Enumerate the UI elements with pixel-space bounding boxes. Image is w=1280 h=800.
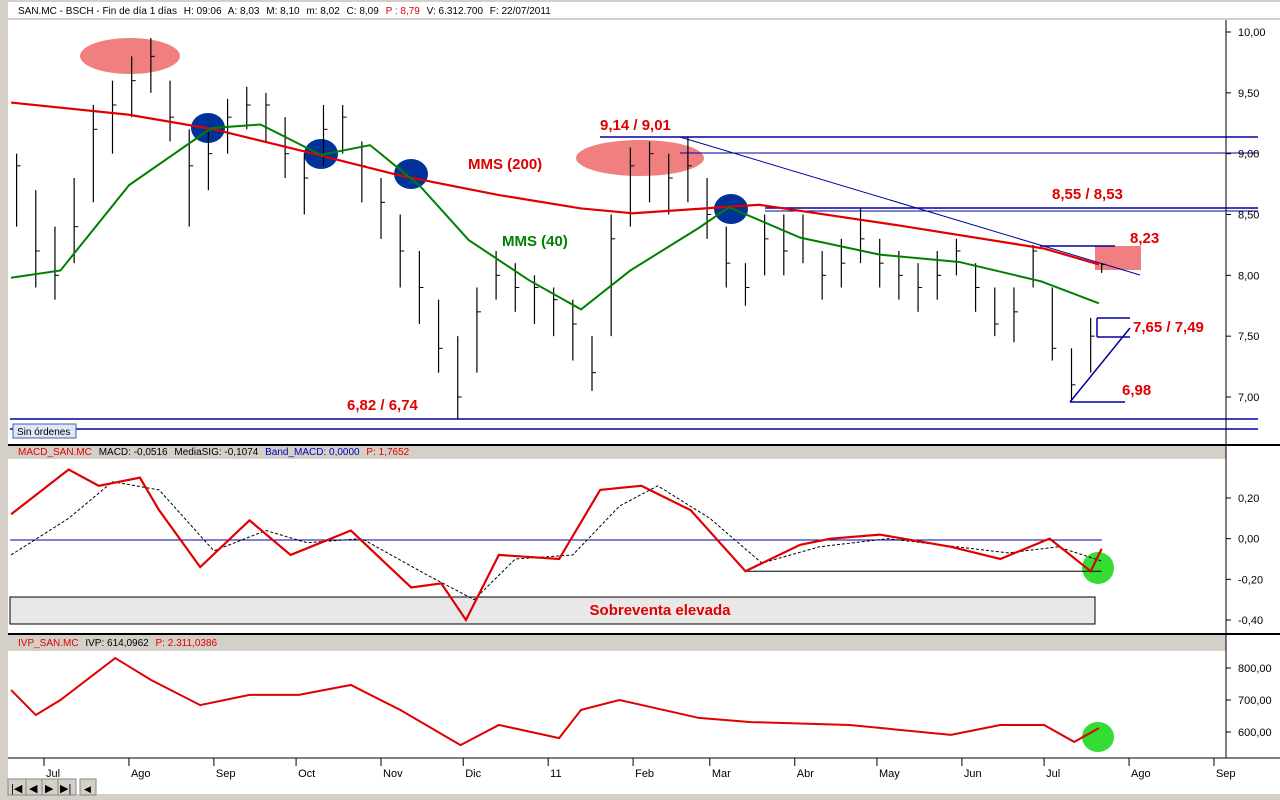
ivp-header: IVP_SAN.MC IVP: 614,0962 P: 2.311,0386 [18,638,218,649]
x-tick-label: Jul [46,768,60,780]
ivp-panel[interactable] [8,651,1226,758]
y-tick-label: 8,50 [1238,210,1259,222]
mms40-line [10,123,1100,311]
orders-badge[interactable] [12,423,77,439]
x-tick-label: Ago [1131,768,1151,780]
nav-buttons[interactable]: |◀ ◀ ▶ ▶| ◀ [7,778,97,796]
y-tick-label: 800,00 [1238,663,1272,675]
prev-icon: ◀ [29,783,38,795]
y-tick-label: -0,20 [1238,574,1263,586]
x-tick-label: Dic [465,768,481,780]
ivp-name: IVP_SAN.MC [18,638,79,649]
x-tick-label: Oct [298,768,315,780]
label-8-55: 8,55 / 8,53 [1052,186,1123,203]
x-tick-label: 11 [550,768,561,780]
top-highlight [80,38,180,74]
label-6-98: 6,98 [1122,382,1151,399]
crossover-marker [394,159,428,189]
ivp-p: P: 2.311,0386 [156,638,218,649]
ivp-line [10,656,1100,747]
open: A: 8,03 [228,6,260,17]
x-tick-label: Sep [1216,768,1236,780]
label-8-23: 8,23 [1130,230,1159,247]
y-tick-label: -0,40 [1238,615,1263,627]
level-lines[interactable] [10,136,1258,430]
oversold-box [9,596,1096,625]
macd-value: MACD: -0,0516 [99,447,168,458]
y-tick-label: 0,20 [1238,493,1259,505]
x-tick-label: Ago [131,768,151,780]
y-tick-label: 0,00 [1238,534,1259,546]
volume: V: 6.312.700 [427,6,484,17]
next-icon: ▶ [45,783,54,795]
annotation-labels: 9,14 / 9,01 MMS (200) 8,55 / 8,53 8,23 7… [347,117,1204,414]
x-tick-label: Abr [797,768,814,780]
y-tick-label: 7,00 [1238,392,1259,404]
low: m: 8,02 [306,6,340,17]
macd-p: P: 1,7652 [366,447,409,458]
p-value: P : 8,79 [386,6,421,17]
macd-name: MACD_SAN.MC [18,447,92,458]
x-tick-label: Jul [1046,768,1060,780]
high: M: 8,10 [266,6,300,17]
macd-line [10,468,1103,623]
x-tick-label: Mar [712,768,731,780]
last-icon: ▶| [60,783,71,795]
ivp-value: IVP: 614,0962 [85,638,149,649]
top-highlight [576,140,704,176]
x-tick-label: May [879,768,900,780]
date: F: 22/07/2011 [490,6,551,17]
oversold-label: Sobreventa elevada [590,602,732,619]
signal-circle [1082,552,1114,584]
y-tick-label: 700,00 [1238,695,1272,707]
scroll-left-button[interactable] [79,778,97,796]
y-tick-label: 9,50 [1238,88,1259,100]
x-tick-label: Nov [383,768,403,780]
close: C: 8,09 [347,6,380,17]
x-tick-label: Feb [635,768,654,780]
header-bar [8,2,1280,18]
orders-label: Sin órdenes [17,427,70,438]
mms200-line [11,101,1100,266]
header-info: SAN.MC - BSCH - Fin de día 1 días H: 09:… [18,6,551,17]
signal-circle [1082,722,1114,752]
label-7-65: 7,65 / 7,49 [1133,319,1204,336]
y-axis-area [1226,20,1280,758]
macd-header: MACD_SAN.MC MACD: -0,0516 MediaSIG: -0,1… [18,447,410,458]
trend-line-up [1069,327,1131,403]
resistance-highlight [1095,246,1141,270]
symbol: SAN.MC - BSCH - Fin de día 1 días [18,6,177,17]
label-mms40: MMS (40) [502,233,568,250]
trend-line-down [679,136,1141,276]
label-mms200: MMS (200) [468,156,542,173]
x-axis-area [8,758,1280,794]
x-tick-label: Jun [964,768,982,780]
signal-value: MediaSIG: -0,1074 [174,447,258,458]
label-6-82: 6,82 / 6,74 [347,397,419,414]
hour: H: 09:06 [184,6,222,17]
y-tick-label: 9,00 [1238,149,1259,161]
band-value: Band_MACD: 0,0000 [265,447,360,458]
scroll-left-icon: ◀ [84,784,91,794]
first-icon: |◀ [11,783,23,795]
label-9-14: 9,14 / 9,01 [600,117,671,134]
y-tick-label: 8,00 [1238,270,1259,282]
y-tick-label: 7,50 [1238,331,1259,343]
x-tick-label: Sep [216,768,236,780]
y-tick-label: 600,00 [1238,727,1272,739]
price-panel[interactable] [8,20,1226,445]
y-tick-label: 10,00 [1238,27,1266,39]
last-button[interactable] [57,778,77,796]
